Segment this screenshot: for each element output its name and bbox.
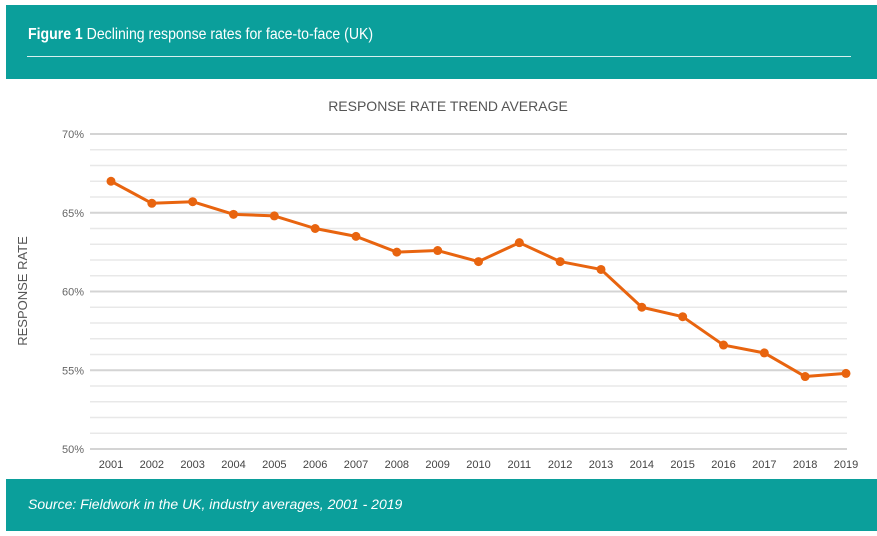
y-tick-label: 70% — [62, 129, 84, 141]
x-tick-label: 2019 — [834, 459, 858, 471]
x-tick-label: 2013 — [589, 459, 613, 471]
x-tick-label: 2009 — [425, 459, 449, 471]
x-tick-label: 2014 — [630, 459, 654, 471]
data-point — [310, 224, 320, 233]
series-line — [110, 179, 847, 379]
data-point — [800, 372, 810, 382]
data-point — [514, 238, 524, 248]
x-tick-label: 2001 — [99, 459, 123, 471]
data-point — [269, 211, 279, 221]
data-point — [637, 302, 647, 312]
x-tick-label: 2005 — [262, 459, 286, 471]
figure-title: Figure 1 Declining response rates for fa… — [28, 26, 373, 44]
header-divider — [27, 56, 851, 57]
data-point — [759, 348, 769, 358]
data-point — [392, 247, 402, 257]
y-tick-label: 50% — [62, 444, 84, 456]
x-tick-label: 2006 — [303, 459, 327, 471]
figure-label: Figure 1 — [28, 26, 83, 43]
data-point — [351, 231, 361, 241]
data-point — [555, 257, 565, 267]
figure-footer: Source: Fieldwork in the UK, industry av… — [6, 479, 877, 531]
x-tick-label: 2004 — [221, 459, 245, 471]
y-tick-label: 55% — [62, 365, 84, 377]
source-note: Source: Fieldwork in the UK, industry av… — [28, 496, 403, 512]
data-point — [678, 312, 688, 322]
data-point — [188, 197, 198, 207]
data-point — [841, 368, 851, 378]
y-tick-label: 65% — [62, 208, 84, 220]
x-tick-label: 2016 — [711, 459, 735, 471]
data-point — [719, 340, 728, 350]
data-point — [229, 209, 238, 219]
data-point — [474, 257, 483, 267]
x-tick-label: 2018 — [793, 459, 817, 471]
x-tick-label: 2011 — [508, 459, 532, 471]
x-tick-label: 2008 — [385, 459, 409, 471]
data-point — [106, 176, 116, 186]
x-tick-label: 2017 — [752, 459, 776, 471]
y-tick-label: 60% — [62, 287, 84, 299]
x-tick-label: 2010 — [466, 459, 490, 471]
data-point — [596, 264, 606, 274]
x-tick-label: 2007 — [344, 459, 368, 471]
x-tick-label: 2012 — [548, 459, 572, 471]
x-tick-label: 2015 — [670, 459, 694, 471]
x-tick-label: 2003 — [180, 459, 204, 471]
figure-header: Figure 1 Declining response rates for fa… — [6, 5, 877, 79]
x-tick-label: 2002 — [140, 459, 164, 471]
chart-title: RESPONSE RATE TREND AVERAGE — [328, 98, 568, 114]
data-point — [433, 246, 443, 256]
figure-title-text: Declining response rates for face-to-fac… — [86, 26, 374, 43]
data-point — [147, 198, 157, 208]
y-axis-label: RESPONSE RATE — [15, 236, 30, 346]
